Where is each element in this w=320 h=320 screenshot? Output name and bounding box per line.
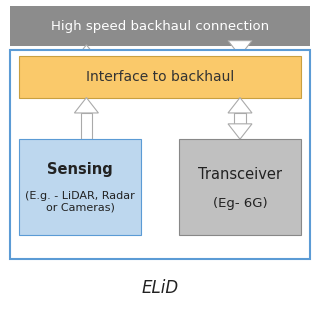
- Bar: [81, 56, 92, 60]
- Text: (Eg- 6G): (Eg- 6G): [213, 197, 267, 210]
- Polygon shape: [228, 41, 252, 56]
- Polygon shape: [228, 98, 252, 113]
- Text: ELiD: ELiD: [141, 279, 179, 297]
- Bar: [10, 50, 310, 259]
- Bar: [10, 6, 310, 46]
- Bar: [81, 113, 92, 139]
- Text: Sensing: Sensing: [47, 162, 113, 177]
- Text: Transceiver: Transceiver: [198, 167, 282, 182]
- Bar: [179, 139, 301, 235]
- Text: High speed backhaul connection: High speed backhaul connection: [51, 20, 269, 33]
- Bar: [234, 41, 246, 45]
- Bar: [234, 113, 246, 124]
- Bar: [19, 56, 301, 98]
- Polygon shape: [228, 124, 252, 139]
- Text: (E.g. - LiDAR, Radar
or Cameras): (E.g. - LiDAR, Radar or Cameras): [25, 191, 135, 212]
- Polygon shape: [75, 98, 99, 113]
- Text: Interface to backhaul: Interface to backhaul: [86, 70, 234, 84]
- Polygon shape: [75, 45, 99, 60]
- Bar: [19, 139, 141, 235]
